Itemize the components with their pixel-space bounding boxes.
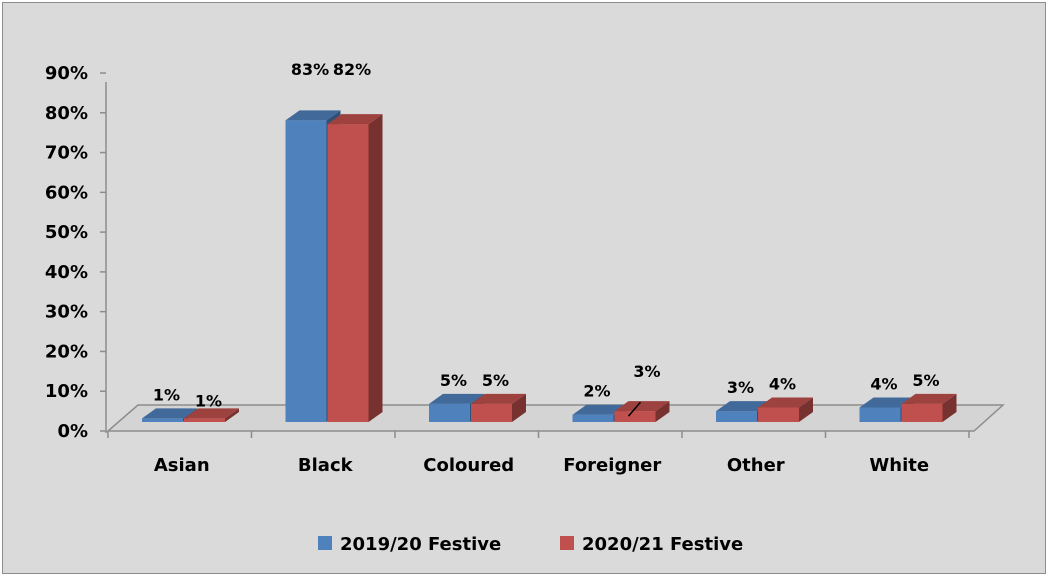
y-tick-label: 80% <box>45 103 88 124</box>
bar-top <box>429 393 484 404</box>
data-labels: 1% 1% 83% 82% 5% 5% 2% 3% 3% 4% 4% 5% <box>153 60 940 417</box>
bar-front <box>901 403 943 422</box>
legend-label: 2020/21 Festive <box>582 534 743 555</box>
bars <box>142 110 957 423</box>
x-tick-label: White <box>869 455 929 476</box>
bar-top <box>901 393 957 404</box>
data-label: 1% <box>195 391 222 410</box>
y-tick-label: 0% <box>57 421 88 442</box>
bar-other-2 <box>758 397 813 422</box>
data-label: 4% <box>870 374 897 393</box>
bar-top <box>471 393 526 404</box>
bar-side <box>942 393 957 422</box>
bar-front <box>758 407 799 422</box>
bar-front <box>471 403 512 422</box>
y-tick-label: 90% <box>45 63 88 84</box>
bar-top <box>859 397 915 408</box>
y-tick-label: 20% <box>45 341 88 362</box>
bar-front <box>184 418 225 422</box>
bar-black-2 <box>327 114 383 423</box>
x-axis: Asian Black Coloured Foreigner Other White <box>107 431 970 476</box>
bar-top <box>285 110 341 121</box>
y-tick-label: 40% <box>45 262 88 283</box>
data-label: 3% <box>727 378 754 397</box>
bar-front <box>285 120 327 422</box>
bar-top <box>614 401 670 412</box>
legend-item-1: 2019/20 Festive <box>318 534 501 555</box>
bar-top <box>184 408 239 419</box>
data-label: 82% <box>333 60 371 79</box>
bar-front <box>572 414 614 422</box>
bar-white-2 <box>901 393 957 422</box>
bar-front <box>327 124 369 423</box>
bar-front <box>614 411 656 422</box>
bar-side <box>512 393 526 422</box>
bar-front <box>429 403 470 422</box>
bar-asian-2 <box>184 408 239 422</box>
data-label: 83% <box>291 60 329 79</box>
bar-top <box>758 397 813 408</box>
data-label: 2% <box>583 382 610 401</box>
data-label: 5% <box>440 371 467 390</box>
x-tick-label: Coloured <box>423 455 514 476</box>
y-tick-label: 50% <box>45 222 88 243</box>
legend-item-2: 2020/21 Festive <box>560 534 743 555</box>
y-axis: 0% 10% 20% 30% 40% 50% 60% 70% 80% 90% <box>45 63 107 442</box>
bar-front <box>142 418 183 422</box>
x-tick-label: Other <box>727 455 785 476</box>
bar-foreigner-2 <box>614 401 670 422</box>
data-label: 4% <box>769 374 796 393</box>
legend-swatch <box>318 536 332 550</box>
data-label: 5% <box>482 371 509 390</box>
bar-coloured-2 <box>471 393 526 422</box>
bar-top <box>572 404 628 415</box>
y-tick-label: 60% <box>45 182 88 203</box>
bar-side <box>368 114 383 423</box>
bar-side <box>655 401 670 422</box>
x-tick-label: Asian <box>154 455 210 476</box>
data-label: 1% <box>153 385 180 404</box>
x-tick-label: Foreigner <box>563 455 661 476</box>
bar-front <box>716 411 757 422</box>
data-label: 5% <box>912 371 939 390</box>
y-tick-label: 10% <box>45 381 88 402</box>
bar-front <box>859 407 901 422</box>
y-tick-label: 70% <box>45 143 88 164</box>
leader-line <box>627 401 642 417</box>
x-tick-label: Black <box>298 455 354 476</box>
legend-label: 2019/20 Festive <box>340 534 501 555</box>
legend-swatch <box>560 536 574 550</box>
data-label: 3% <box>633 362 660 381</box>
bar-top <box>142 408 197 419</box>
bar-side <box>225 408 239 422</box>
bar-side <box>799 397 813 422</box>
bar-top <box>327 114 383 125</box>
y-tick-label: 30% <box>45 302 88 323</box>
bar-top <box>716 401 771 412</box>
legend: 2019/20 Festive 2020/21 Festive <box>318 534 743 555</box>
